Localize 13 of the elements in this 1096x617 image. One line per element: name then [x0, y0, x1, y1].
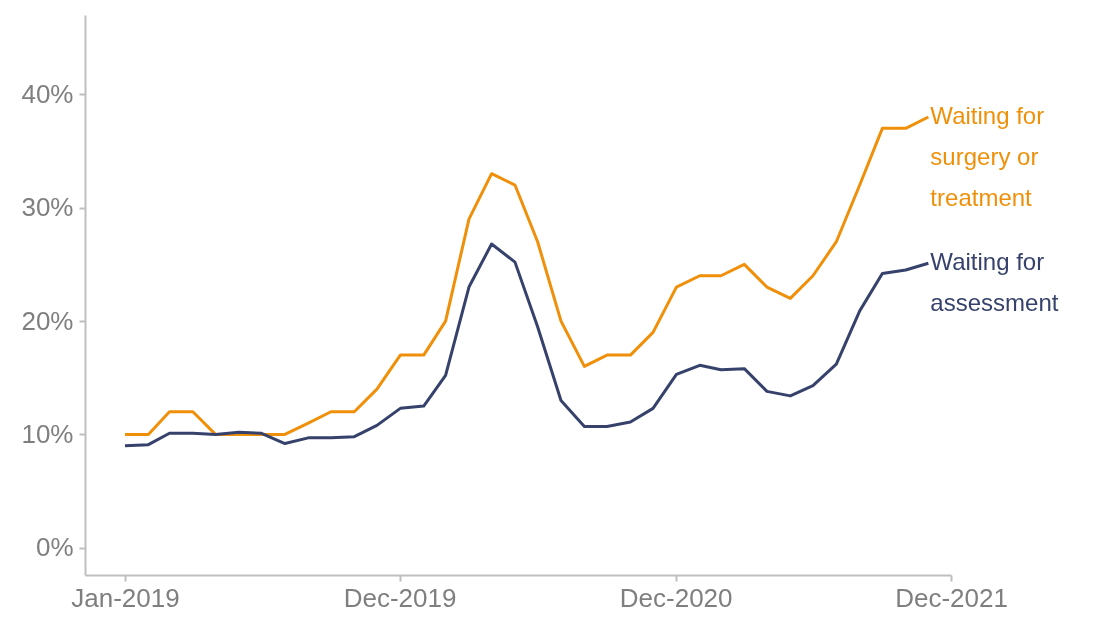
series-label: Waiting for assessment — [930, 248, 1059, 317]
x-tick-label: Dec-2021 — [895, 582, 1008, 613]
line-series — [123, 115, 930, 436]
x-tick-label: Jan-2019 — [71, 582, 180, 613]
y-tick-label: 30% — [21, 192, 74, 223]
series-label: Waiting for surgery or treatment — [930, 102, 1045, 212]
y-tick-label: 10% — [21, 418, 74, 449]
x-tick-label: Dec-2020 — [619, 582, 733, 613]
x-tick-label: Dec-2019 — [343, 582, 457, 613]
y-tick-label: 20% — [21, 305, 74, 336]
line-series — [123, 242, 930, 448]
y-tick-label: 40% — [21, 78, 74, 109]
y-tick-label: 0% — [35, 532, 74, 563]
